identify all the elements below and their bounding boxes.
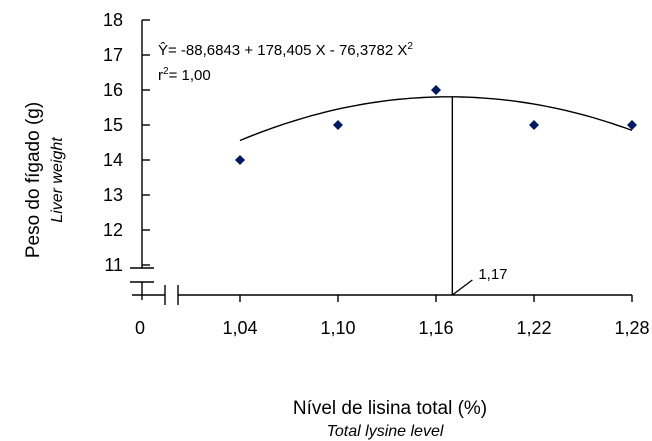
x-tick-label: 1,04	[222, 318, 257, 338]
data-points	[235, 85, 637, 165]
x-tick-label: 1,10	[320, 318, 355, 338]
r-squared: r2= 1,00	[158, 66, 211, 84]
data-point	[431, 85, 441, 95]
x-axis-subtitle: Total lysine level	[327, 423, 444, 440]
y-axis-break	[130, 267, 154, 283]
optimum-pointer	[451, 279, 473, 296]
y-tick-label: 14	[103, 150, 123, 170]
y-tick-label: 13	[103, 185, 123, 205]
y-tick-label: 15	[103, 115, 123, 135]
data-point	[333, 120, 343, 130]
data-point	[235, 155, 245, 165]
regression-equation: Ŷ= -88,6843 + 178,405 X - 76,3782 X2	[158, 41, 413, 59]
y-ticks: 11 12 13 14 15 16 17 18	[103, 10, 150, 275]
y-axis-subtitle: Liver weight	[49, 137, 66, 223]
data-point	[529, 120, 539, 130]
y-tick-label: 12	[103, 220, 123, 240]
x-tick-label: 1,28	[614, 318, 649, 338]
regression-curve	[239, 96, 633, 142]
y-tick-label: 11	[104, 255, 123, 275]
y-tick-label: 17	[103, 45, 123, 65]
optimum-label: 1,17	[478, 266, 507, 283]
x-tick-label: 0	[135, 318, 145, 338]
x-tick-label: 1,22	[516, 318, 551, 338]
x-axis-break	[164, 285, 179, 305]
x-axis-title: Nível de lisina total (%)	[293, 398, 487, 419]
y-tick-label: 16	[103, 80, 123, 100]
y-axis-title: Peso do fígado (g)	[23, 102, 44, 258]
x-tick-label: 1,16	[418, 318, 453, 338]
data-point	[627, 120, 637, 130]
y-tick-label: 18	[103, 10, 123, 30]
x-ticks: 0 1,04 1,10 1,16 1,22 1,28	[135, 295, 650, 338]
